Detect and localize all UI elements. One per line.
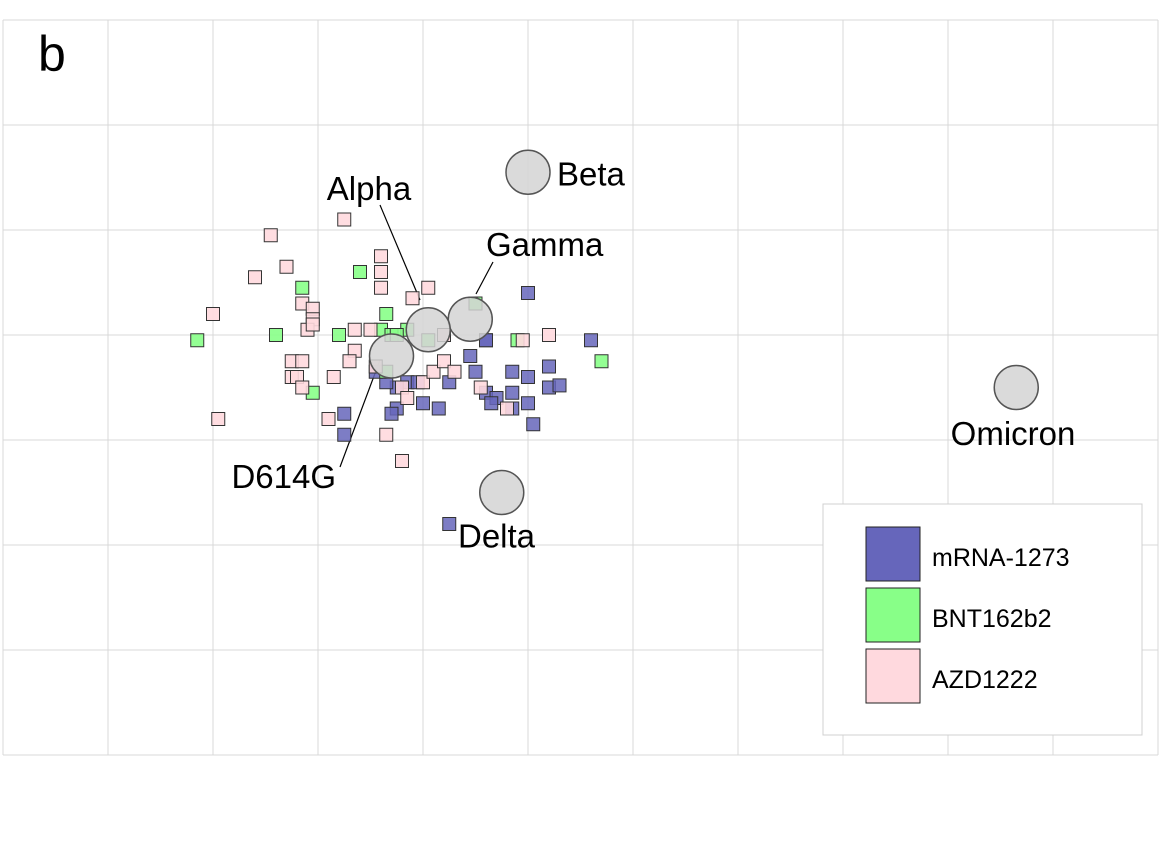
serum-point-mrna-1273	[521, 286, 535, 300]
serum-point-azd1222	[295, 380, 310, 395]
serum-point-mrna-1273	[521, 396, 535, 411]
serum-point-bnt162b2	[353, 265, 367, 279]
serum-point-bnt162b2	[269, 328, 283, 342]
serum-point-azd1222	[374, 265, 388, 279]
serum-point-azd1222	[347, 322, 362, 337]
serum-point-mrna-1273	[584, 333, 598, 348]
antigen-label-gamma: Gamma	[486, 226, 604, 263]
serum-point-azd1222	[447, 364, 462, 379]
serum-point-azd1222	[326, 370, 341, 384]
antigen-label-d614g: D614G	[231, 458, 336, 495]
serum-point-azd1222	[421, 280, 436, 295]
serum-point-azd1222	[374, 280, 388, 295]
antigen-label-delta: Delta	[458, 518, 536, 555]
serum-point-azd1222	[400, 391, 415, 405]
serum-point-mrna-1273	[463, 349, 478, 363]
legend-swatch-azd1222	[865, 648, 921, 704]
serum-point-azd1222	[337, 212, 352, 227]
serum-point-mrna-1273	[442, 517, 457, 531]
antigen-circle-delta	[479, 469, 525, 516]
antigen-circle-gamma	[447, 296, 493, 342]
serum-point-azd1222	[321, 412, 336, 426]
legend-swatch-bnt162b2	[865, 587, 921, 643]
serum-point-mrna-1273	[542, 359, 556, 374]
serum-point-azd1222	[206, 307, 220, 321]
serum-point-azd1222	[363, 322, 378, 337]
serum-point-mrna-1273	[526, 417, 541, 432]
antigen-circles-layer	[368, 149, 1039, 516]
serum-point-bnt162b2	[594, 354, 609, 369]
legend-label-bnt162b2: BNT162b2	[932, 605, 1052, 633]
serum-point-mrna-1273	[416, 396, 430, 411]
legend-label-mrna-1273: mRNA-1273	[932, 544, 1070, 572]
serum-point-azd1222	[542, 328, 556, 342]
serum-point-mrna-1273	[552, 378, 567, 393]
serum-point-bnt162b2	[379, 307, 394, 321]
serum-point-mrna-1273	[384, 406, 399, 421]
serum-point-mrna-1273	[521, 370, 535, 384]
serum-point-azd1222	[437, 354, 451, 369]
serum-point-azd1222	[342, 354, 357, 369]
antigen-label-beta: Beta	[557, 155, 626, 192]
serum-point-azd1222	[515, 333, 530, 348]
legend-swatch-mrna-1273	[865, 526, 921, 582]
antigen-label-alpha: Alpha	[327, 170, 412, 207]
serum-point-azd1222	[500, 401, 514, 416]
serum-point-mrna-1273	[337, 427, 352, 442]
legend: mRNA-1273 BNT162b2 AZD1222	[822, 503, 1143, 736]
serum-points-layer	[190, 212, 609, 531]
panel-label: b	[38, 26, 66, 82]
legend-label-azd1222: AZD1222	[932, 666, 1038, 694]
serum-point-mrna-1273	[431, 401, 446, 416]
serum-point-azd1222	[263, 228, 278, 243]
serum-point-azd1222	[473, 380, 488, 395]
serum-point-mrna-1273	[505, 364, 520, 379]
serum-point-azd1222	[211, 412, 226, 426]
leader-line-gamma	[475, 261, 494, 295]
antigen-circle-d614g	[368, 333, 415, 379]
serum-point-azd1222	[305, 317, 320, 332]
serum-point-mrna-1273	[468, 364, 483, 379]
serum-point-azd1222	[374, 249, 388, 264]
serum-point-azd1222	[426, 364, 441, 379]
serum-point-bnt162b2	[332, 328, 346, 342]
serum-point-azd1222	[405, 291, 420, 306]
serum-point-mrna-1273	[505, 385, 520, 400]
serum-point-mrna-1273	[484, 396, 499, 411]
serum-point-azd1222	[279, 259, 294, 274]
leader-line-alpha	[379, 204, 421, 301]
antigen-circle-omicron	[993, 364, 1039, 411]
serum-point-bnt162b2	[295, 280, 310, 295]
antigen-circle-alpha	[405, 307, 451, 353]
serum-point-azd1222	[395, 454, 409, 468]
antigen-circle-beta	[505, 149, 551, 195]
serum-point-azd1222	[379, 427, 394, 442]
serum-point-azd1222	[295, 354, 310, 369]
serum-point-mrna-1273	[337, 406, 352, 421]
antigen-labels-layer: Beta Gamma Alpha D614G Delta Omicron	[231, 155, 1075, 554]
serum-point-azd1222	[416, 375, 430, 390]
serum-point-bnt162b2	[190, 333, 205, 348]
serum-point-azd1222	[248, 270, 262, 285]
antigen-label-omicron: Omicron	[951, 415, 1076, 452]
